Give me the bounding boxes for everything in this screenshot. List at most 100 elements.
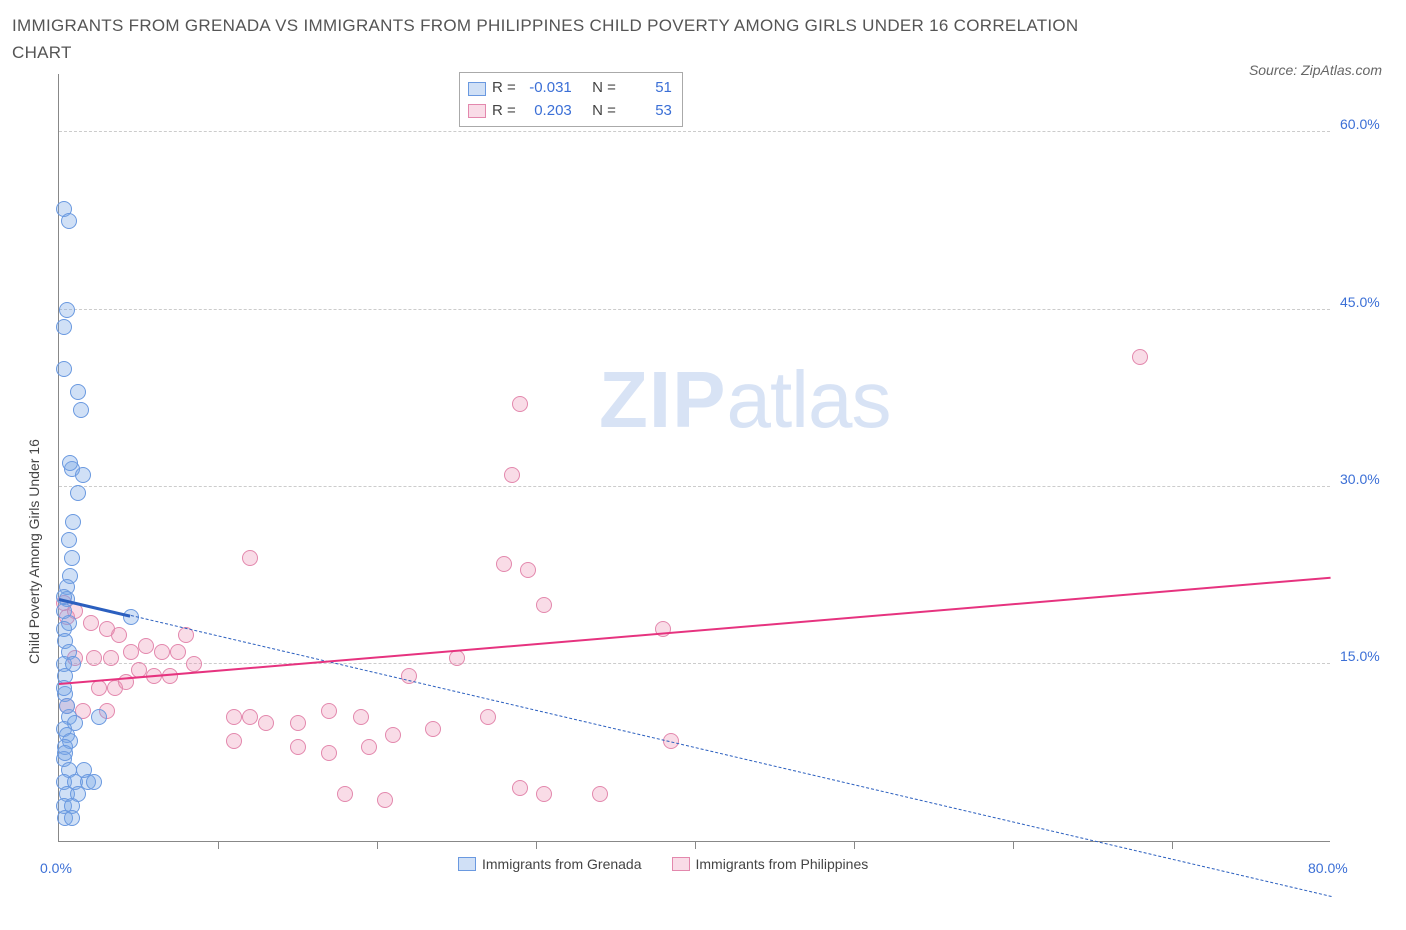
point-series-b: [103, 650, 119, 666]
stat-label: R =: [492, 77, 516, 100]
point-series-b: [186, 656, 202, 672]
point-series-b: [111, 627, 127, 643]
x-tick: [218, 841, 219, 849]
stat-n-value: 53: [622, 100, 672, 123]
point-series-a: [70, 485, 86, 501]
point-series-b: [178, 627, 194, 643]
chart-title: IMMIGRANTS FROM GRENADA VS IMMIGRANTS FR…: [12, 12, 1112, 66]
point-series-a: [59, 302, 75, 318]
point-series-b: [170, 644, 186, 660]
point-series-a: [61, 532, 77, 548]
stat-label: R =: [492, 100, 516, 123]
point-series-a: [56, 589, 72, 605]
point-series-b: [226, 709, 242, 725]
point-series-b: [83, 615, 99, 631]
x-axis-label-min: 0.0%: [40, 860, 72, 876]
point-series-b: [592, 786, 608, 802]
legend-swatch-icon: [672, 857, 690, 871]
point-series-b: [1132, 349, 1148, 365]
trendline-a-dashed: [130, 615, 1331, 897]
point-series-a: [65, 514, 81, 530]
point-series-b: [118, 674, 134, 690]
point-series-b: [361, 739, 377, 755]
point-series-a: [86, 774, 102, 790]
point-series-b: [131, 662, 147, 678]
point-series-b: [536, 597, 552, 613]
x-tick: [1172, 841, 1173, 849]
y-axis-label: Child Poverty Among Girls Under 16: [26, 440, 42, 665]
point-series-b: [226, 733, 242, 749]
stat-r-value: -0.031: [522, 77, 572, 100]
watermark-light: atlas: [726, 355, 890, 444]
point-series-b: [321, 703, 337, 719]
point-series-b: [385, 727, 401, 743]
stat-label: N =: [592, 77, 616, 100]
stat-n-value: 51: [622, 77, 672, 100]
x-tick: [695, 841, 696, 849]
point-series-b: [496, 556, 512, 572]
point-series-a: [73, 402, 89, 418]
y2-tick-label: 30.0%: [1340, 471, 1400, 487]
point-series-a: [56, 319, 72, 335]
point-series-b: [512, 780, 528, 796]
legend-item: Immigrants from Grenada: [458, 856, 642, 872]
point-series-a: [64, 810, 80, 826]
point-series-b: [377, 792, 393, 808]
point-series-a: [123, 609, 139, 625]
point-series-b: [520, 562, 536, 578]
point-series-b: [480, 709, 496, 725]
point-series-b: [242, 709, 258, 725]
x-tick: [377, 841, 378, 849]
stat-label: N =: [592, 100, 616, 123]
y2-tick-label: 15.0%: [1340, 648, 1400, 664]
point-series-b: [290, 715, 306, 731]
legend-swatch-icon: [468, 104, 486, 118]
point-series-b: [401, 668, 417, 684]
gridline: [59, 131, 1330, 132]
legend-label: Immigrants from Philippines: [696, 856, 869, 872]
point-series-b: [86, 650, 102, 666]
point-series-a: [56, 361, 72, 377]
point-series-a: [70, 384, 86, 400]
x-tick: [536, 841, 537, 849]
point-series-b: [353, 709, 369, 725]
legend-swatch-icon: [468, 82, 486, 96]
y2-tick-label: 45.0%: [1340, 294, 1400, 310]
x-tick: [1013, 841, 1014, 849]
gridline: [59, 486, 1330, 487]
point-series-b: [504, 467, 520, 483]
y2-tick-label: 60.0%: [1340, 116, 1400, 132]
point-series-b: [337, 786, 353, 802]
stat-r-value: 0.203: [522, 100, 572, 123]
point-series-a: [64, 550, 80, 566]
gridline: [59, 309, 1330, 310]
point-series-b: [242, 550, 258, 566]
point-series-b: [449, 650, 465, 666]
point-series-b: [162, 668, 178, 684]
point-series-a: [62, 455, 78, 471]
point-series-b: [536, 786, 552, 802]
point-series-a: [56, 680, 72, 696]
point-series-a: [75, 467, 91, 483]
point-series-b: [290, 739, 306, 755]
legend-item: Immigrants from Philippines: [672, 856, 869, 872]
legend: Immigrants from Grenada Immigrants from P…: [458, 856, 868, 872]
point-series-a: [57, 745, 73, 761]
point-series-b: [123, 644, 139, 660]
point-series-a: [61, 213, 77, 229]
x-tick: [854, 841, 855, 849]
point-series-b: [655, 621, 671, 637]
point-series-b: [91, 680, 107, 696]
point-series-b: [663, 733, 679, 749]
point-series-b: [258, 715, 274, 731]
point-series-a: [59, 698, 75, 714]
watermark: ZIPatlas: [599, 354, 890, 446]
watermark-bold: ZIP: [599, 355, 726, 444]
point-series-b: [146, 668, 162, 684]
stats-box: R = -0.031 N = 51 R = 0.203 N = 53: [459, 72, 683, 127]
legend-label: Immigrants from Grenada: [482, 856, 642, 872]
point-series-b: [138, 638, 154, 654]
stats-row: R = 0.203 N = 53: [468, 100, 672, 123]
point-series-b: [512, 396, 528, 412]
point-series-a: [91, 709, 107, 725]
